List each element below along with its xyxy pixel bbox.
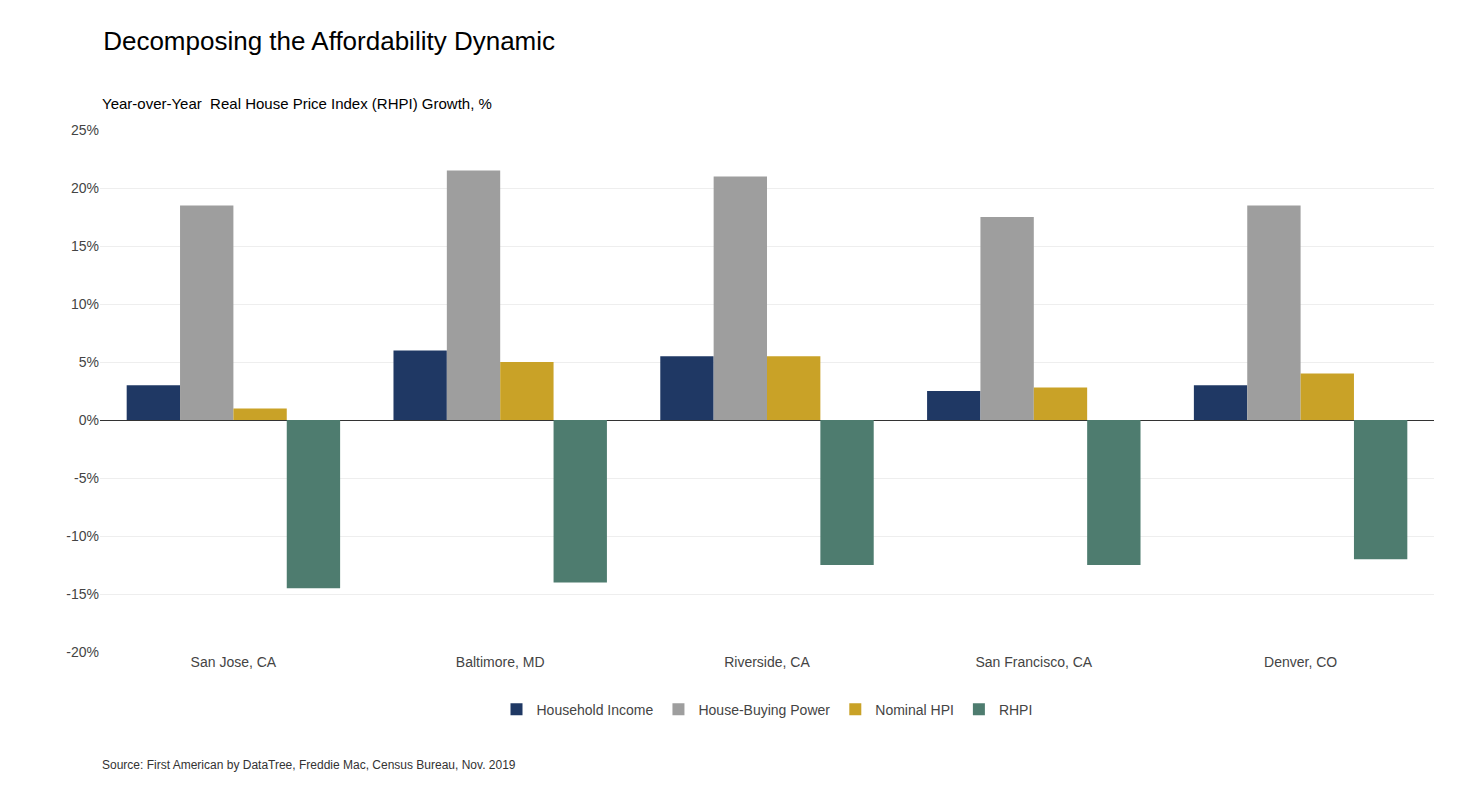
svg-text:Nominal HPI: Nominal HPI (875, 702, 954, 718)
svg-text:House-Buying Power: House-Buying Power (698, 702, 830, 718)
svg-text:Year-over-Year Real House Pri: Year-over-Year Real House Price Index (R… (102, 95, 492, 112)
svg-text:-5%: -5% (74, 470, 99, 486)
svg-text:Source: First American by Data: Source: First American by DataTree, Fred… (102, 758, 516, 772)
svg-text:Decomposing the Affordability: Decomposing the Affordability Dynamic (103, 26, 555, 56)
svg-text:10%: 10% (71, 296, 99, 312)
svg-text:RHPI: RHPI (999, 702, 1032, 718)
svg-text:San Jose, CA: San Jose, CA (191, 654, 277, 670)
svg-text:Baltimore, MD: Baltimore, MD (456, 654, 545, 670)
svg-text:Household Income: Household Income (537, 702, 654, 718)
svg-text:0%: 0% (79, 412, 99, 428)
svg-text:5%: 5% (79, 354, 99, 370)
svg-text:-20%: -20% (66, 644, 99, 660)
svg-text:San Francisco, CA: San Francisco, CA (975, 654, 1092, 670)
svg-text:-15%: -15% (66, 586, 99, 602)
svg-text:Riverside, CA: Riverside, CA (724, 654, 810, 670)
svg-text:25%: 25% (71, 122, 99, 138)
svg-text:20%: 20% (71, 180, 99, 196)
svg-text:15%: 15% (71, 238, 99, 254)
svg-text:-10%: -10% (66, 528, 99, 544)
svg-text:Denver, CO: Denver, CO (1264, 654, 1337, 670)
